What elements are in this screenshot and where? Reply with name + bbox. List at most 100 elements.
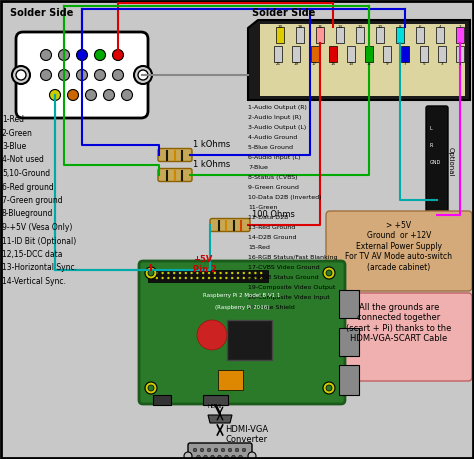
Text: 5,10-Ground: 5,10-Ground xyxy=(2,169,50,178)
Circle shape xyxy=(260,277,263,279)
Text: 1 kOhms: 1 kOhms xyxy=(193,160,230,169)
Circle shape xyxy=(323,382,335,394)
Bar xyxy=(218,370,243,390)
Circle shape xyxy=(167,272,170,274)
Circle shape xyxy=(150,277,152,279)
Circle shape xyxy=(145,382,157,394)
Text: 14-D2B Ground: 14-D2B Ground xyxy=(248,235,297,240)
Circle shape xyxy=(196,272,199,274)
Text: 16-RGB Status/Fast Blanking: 16-RGB Status/Fast Blanking xyxy=(248,255,337,260)
Text: 19: 19 xyxy=(294,62,299,66)
Circle shape xyxy=(197,320,227,350)
Text: 20-Composite Video Input: 20-Composite Video Input xyxy=(248,295,330,300)
Text: 2-Audio Input (R): 2-Audio Input (R) xyxy=(248,115,301,120)
Circle shape xyxy=(248,272,251,274)
Text: Optional: Optional xyxy=(448,147,454,176)
Text: 6-Audio Input (L): 6-Audio Input (L) xyxy=(248,155,301,160)
Bar xyxy=(339,290,359,318)
Text: 100 Ohms: 100 Ohms xyxy=(252,210,295,219)
Bar xyxy=(356,27,364,43)
Text: 21-Case Shield: 21-Case Shield xyxy=(248,305,295,310)
Text: 1-Red: 1-Red xyxy=(2,115,24,124)
Text: 13-Horizontal Sync.: 13-Horizontal Sync. xyxy=(2,263,77,273)
Circle shape xyxy=(219,277,222,279)
Circle shape xyxy=(228,448,232,452)
Bar xyxy=(347,46,355,62)
Circle shape xyxy=(248,277,251,279)
Text: 7: 7 xyxy=(404,62,407,66)
Text: 13: 13 xyxy=(348,62,354,66)
Polygon shape xyxy=(248,20,470,100)
Circle shape xyxy=(76,50,88,61)
Circle shape xyxy=(184,452,192,459)
Bar xyxy=(396,27,404,43)
Text: 10-Data D2B (Inverted): 10-Data D2B (Inverted) xyxy=(248,195,321,200)
Text: 8: 8 xyxy=(399,25,401,29)
Circle shape xyxy=(260,272,263,274)
Text: 17: 17 xyxy=(312,62,317,66)
Circle shape xyxy=(207,448,211,452)
Text: 1 kOhms: 1 kOhms xyxy=(193,140,230,149)
Circle shape xyxy=(121,90,133,101)
FancyBboxPatch shape xyxy=(16,32,148,118)
Circle shape xyxy=(243,277,245,279)
Circle shape xyxy=(173,272,175,274)
Text: 9-+5V (Vesa Only): 9-+5V (Vesa Only) xyxy=(2,223,73,232)
Text: 17-CVBS Video Ground: 17-CVBS Video Ground xyxy=(248,265,319,270)
Circle shape xyxy=(202,277,204,279)
Text: 21: 21 xyxy=(275,62,281,66)
Text: 8-Blueground: 8-Blueground xyxy=(2,209,54,218)
Text: 10: 10 xyxy=(377,25,383,29)
Text: 12,15-DCC data: 12,15-DCC data xyxy=(2,250,63,259)
Text: 3: 3 xyxy=(440,62,443,66)
Bar xyxy=(310,46,319,62)
Text: 20: 20 xyxy=(277,25,283,29)
Text: Solder Side: Solder Side xyxy=(252,8,315,18)
Circle shape xyxy=(138,70,148,80)
Text: 3-Blue: 3-Blue xyxy=(2,142,26,151)
Text: 13-Red Ground: 13-Red Ground xyxy=(248,225,295,230)
Circle shape xyxy=(208,272,210,274)
Text: 18-RGB Status Ground: 18-RGB Status Ground xyxy=(248,275,319,280)
Circle shape xyxy=(214,448,218,452)
Text: 3-Audio Output (L): 3-Audio Output (L) xyxy=(248,125,306,130)
Circle shape xyxy=(16,70,26,80)
FancyBboxPatch shape xyxy=(158,149,192,162)
Text: 11: 11 xyxy=(366,62,372,66)
Text: 5-Blue Ground: 5-Blue Ground xyxy=(248,145,293,150)
Bar xyxy=(227,320,272,360)
Circle shape xyxy=(112,50,124,61)
Circle shape xyxy=(326,385,332,391)
Circle shape xyxy=(191,272,193,274)
FancyBboxPatch shape xyxy=(210,218,250,231)
Circle shape xyxy=(218,455,221,459)
Bar xyxy=(292,46,301,62)
Circle shape xyxy=(155,277,158,279)
Circle shape xyxy=(58,50,70,61)
Circle shape xyxy=(167,277,170,279)
Circle shape xyxy=(237,277,239,279)
Text: 7-Green ground: 7-Green ground xyxy=(2,196,63,205)
Circle shape xyxy=(221,448,225,452)
Circle shape xyxy=(40,50,52,61)
Bar xyxy=(274,46,282,62)
Text: R: R xyxy=(430,143,433,148)
Text: 8-Status (CVBS): 8-Status (CVBS) xyxy=(248,175,298,180)
Text: 1: 1 xyxy=(459,62,461,66)
Circle shape xyxy=(197,455,201,459)
Text: 12: 12 xyxy=(357,25,363,29)
Bar xyxy=(329,46,337,62)
Text: 14: 14 xyxy=(337,25,343,29)
Circle shape xyxy=(196,277,199,279)
Text: 4-Audio Ground: 4-Audio Ground xyxy=(248,135,297,140)
Circle shape xyxy=(40,69,52,80)
Bar xyxy=(416,27,424,43)
Circle shape xyxy=(243,272,245,274)
Text: 2: 2 xyxy=(459,25,461,29)
Circle shape xyxy=(200,448,204,452)
Circle shape xyxy=(191,277,193,279)
Text: +5V
Pin 2: +5V Pin 2 xyxy=(193,255,217,274)
Bar xyxy=(276,27,284,43)
Bar xyxy=(339,328,359,356)
Text: 2-Green: 2-Green xyxy=(2,129,33,138)
